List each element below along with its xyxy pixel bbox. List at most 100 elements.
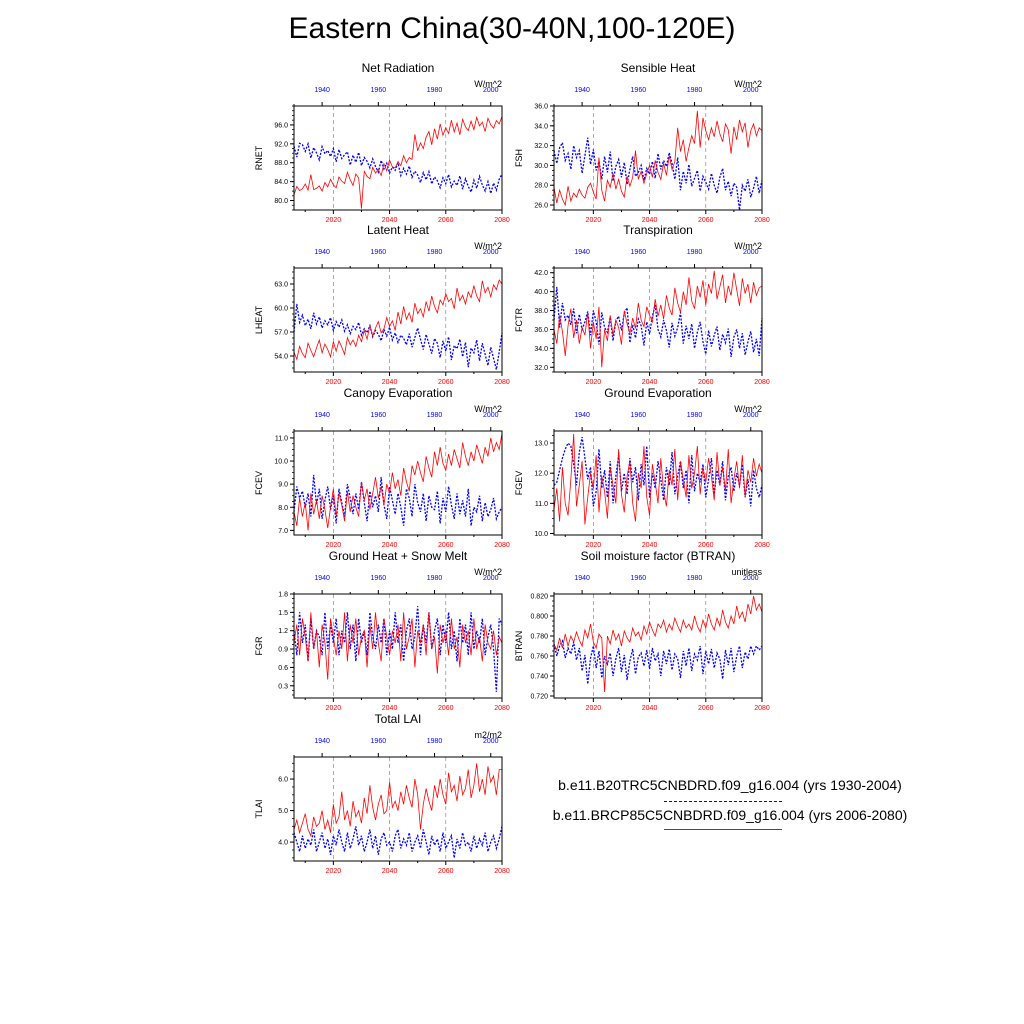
panel-1-toptick-label-1940: 1940 [314,87,330,94]
panel-5-toptick-label-1960: 1960 [371,412,387,419]
panel-2-future-line [553,110,763,207]
panel-4-toptick-label-1960: 1960 [631,249,647,256]
panel-3-xtick-label-2020: 2020 [326,379,342,386]
legend-future-line [664,829,782,830]
panel-3-ytick-label-0: 54.0 [274,354,288,361]
panel-6-units: W/m^2 [734,404,762,414]
panel-7-ytick-label-0: 0.3 [278,683,288,690]
panel-8-ylabel: BTRAN [514,631,524,662]
panel-4-xtick-label-2060: 2060 [698,379,714,386]
panel-5-ytick-label-3: 10.0 [274,459,288,466]
panel-1-future-line [293,115,503,209]
panel-5-toptick-label-1940: 1940 [314,412,330,419]
panel-4-toptick-label-2000: 2000 [743,249,759,256]
panel-5-ytick-label-2: 9.0 [278,482,288,489]
panel-1-toptick-label-1960: 1960 [371,87,387,94]
panel-5-toptick-label-2000: 2000 [483,412,499,419]
panel-2-toptick-label-1960: 1960 [631,87,647,94]
panel-6-xtick-label-2080: 2080 [754,542,770,549]
panel-4-ytick-label-5: 42.0 [534,270,548,277]
panel-7-toptick-label-1940: 1940 [314,575,330,582]
panel-7-xtick-label-2020: 2020 [326,705,342,712]
panel-7-ytick-label-2: 0.9 [278,647,288,654]
panel-6-frame [553,430,763,536]
panel-5-historical-line [293,474,503,526]
panel-8-toptick-label-1960: 1960 [631,575,647,582]
panel-3-xtick-label-2040: 2040 [382,379,398,386]
panel-9-toptick-label-1980: 1980 [427,738,443,745]
panel-7-xtick-label-2060: 2060 [438,705,454,712]
panel-1-toptick-label-2000: 2000 [483,87,499,94]
panel-3-xtick-label-2080: 2080 [494,379,510,386]
panel-6-ytick-label-1: 11.0 [535,501,548,508]
panel-1-ytick-label-3: 92.0 [274,141,288,148]
panel-7-toptick-label-1960: 1960 [371,575,387,582]
panel-3-historical-line [293,303,503,370]
panel-7-title: Ground Heat + Snow Melt [329,549,468,563]
panel-4-xtick-label-2080: 2080 [754,379,770,386]
panel-6-toptick-label-1940: 1940 [574,412,590,419]
panel-5-xtick-label-2020: 2020 [326,542,342,549]
panel-3-toptick-label-2000: 2000 [483,249,499,256]
panel-6-toptick-label-2000: 2000 [743,412,759,419]
panel-4-xtick-label-2040: 2040 [642,379,658,386]
panel-1-title: Net Radiation [362,61,435,75]
panel-4-toptick-label-1980: 1980 [687,249,703,256]
panel-5-future-line [293,433,503,531]
panel-2-ytick-label-3: 32.0 [534,143,548,150]
legend-historical-label: b.e11.B20TRC5CNBDRD.f09_g16.004 (yrs 193… [558,777,902,793]
panel-8-xtick-label-2020: 2020 [586,705,602,712]
panel-7-ytick-label-1: 0.6 [278,665,288,672]
panel-6-ytick-label-3: 13.0 [534,441,548,448]
panel-3-title: Latent Heat [367,223,430,237]
panel-4-ytick-label-3: 38.0 [534,308,548,315]
panel-1-ylabel: RNET [254,145,264,170]
panel-2-title: Sensible Heat [621,61,696,75]
panel-3-toptick-label-1940: 1940 [314,249,330,256]
panel-5-xtick-label-2040: 2040 [382,542,398,549]
panel-6-xtick-label-2060: 2060 [698,542,714,549]
panel-2-toptick-label-1980: 1980 [687,87,703,94]
panel-1-xtick-label-2080: 2080 [494,217,510,224]
panel-7-ytick-label-4: 1.5 [278,610,288,617]
panel-2-ytick-label-5: 36.0 [534,104,548,111]
panel-7-xtick-label-2080: 2080 [494,705,510,712]
panel-6-ytick-label-2: 12.0 [534,471,548,478]
panel-8-ytick-label-3: 0.780 [530,634,548,641]
panel-1-toptick-label-1980: 1980 [427,87,443,94]
panel-7-units: W/m^2 [474,567,502,577]
panel-2-toptick-label-2000: 2000 [743,87,759,94]
panel-4-ytick-label-0: 32.0 [534,365,548,372]
panel-3-units: W/m^2 [474,241,502,251]
panel-8-future-line [553,595,763,693]
panel-2-frame [553,105,763,211]
panel-8-ytick-label-1: 0.740 [530,674,548,681]
panel-9-historical-line [293,826,503,858]
panel-7-xtick-label-2040: 2040 [382,705,398,712]
panel-2-xtick-label-2060: 2060 [698,217,714,224]
panel-9-ylabel: TLAI [254,799,264,818]
panel-8-units: unitless [731,567,762,577]
panel-8-toptick-label-2000: 2000 [743,575,759,582]
panel-2-xtick-label-2080: 2080 [754,217,770,224]
panel-9-toptick-label-1940: 1940 [314,738,330,745]
panel-9-xtick-label-2060: 2060 [438,868,454,875]
panel-3-ytick-label-1: 57.0 [274,330,288,337]
panel-9-toptick-label-2000: 2000 [483,738,499,745]
panel-4-ytick-label-4: 40.0 [534,289,548,296]
panel-4-future-line [553,270,763,368]
panel-8-toptick-label-1980: 1980 [687,575,703,582]
panel-7-ytick-label-3: 1.2 [278,628,288,635]
panel-3-toptick-label-1960: 1960 [371,249,387,256]
panel-7-frame [293,593,503,699]
panel-6-toptick-label-1960: 1960 [631,412,647,419]
panel-2-ytick-label-4: 34.0 [534,123,548,130]
panel-5-ytick-label-0: 7.0 [278,528,288,535]
panel-5-xtick-label-2060: 2060 [438,542,454,549]
panel-9-xtick-label-2040: 2040 [382,868,398,875]
panel-9-xtick-label-2020: 2020 [326,868,342,875]
panel-3-toptick-label-1980: 1980 [427,249,443,256]
panel-8-xtick-label-2080: 2080 [754,705,770,712]
panel-4-units: W/m^2 [734,241,762,251]
